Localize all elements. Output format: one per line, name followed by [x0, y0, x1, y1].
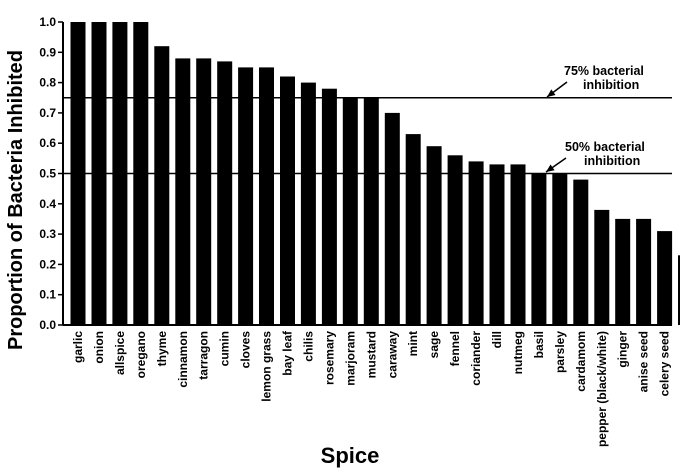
bar-ginger: [615, 218, 631, 325]
bar-tarragon: [196, 58, 212, 326]
x-tick-label: basil: [532, 331, 546, 358]
x-tick-label: bay leaf: [281, 330, 295, 376]
bar-cumin: [217, 61, 233, 326]
x-tick-label: pepper (black/white): [595, 331, 609, 447]
x-tick-label: celery seed: [658, 331, 672, 396]
bar-sage: [426, 146, 442, 325]
annotation-line1: 50% bacterial: [565, 140, 645, 154]
bar-coriander: [468, 161, 484, 325]
y-tick-label: 0.8: [39, 76, 56, 90]
y-tick-label: 0.6: [39, 136, 56, 150]
x-tick-label: lemon grass: [260, 331, 274, 402]
x-tick-label: mustard: [364, 331, 378, 378]
y-axis-title: Proportion of Bacteria Inhibited: [5, 50, 27, 350]
x-tick-label: caraway: [385, 331, 399, 379]
y-tick-label: 0.2: [39, 257, 56, 271]
annotation-line2: inhibition: [584, 154, 640, 168]
x-tick-label: rosemary: [322, 331, 336, 385]
x-tick-label: garlic: [71, 331, 85, 363]
x-tick-label: fennel: [448, 331, 462, 366]
annotation-line1: 75% bacterial: [564, 64, 644, 78]
y-ticks-group: 0.0 0.1 0.2 0.3 0.4 0.5 0.6 0.7 0.8 0.9 1.0: [39, 15, 63, 332]
y-tick-label: 0.0: [39, 318, 56, 332]
bar-fennel: [447, 155, 463, 325]
x-tick-label: cloves: [239, 331, 253, 369]
annotation-arrowhead: [547, 89, 556, 97]
x-tick-label: cardamom: [574, 331, 588, 392]
y-tick-label: 0.9: [39, 45, 56, 59]
annotation-arrowhead: [546, 164, 555, 172]
x-tick-label: dill: [490, 331, 504, 348]
x-tick-label: allspice: [113, 331, 127, 375]
x-tick-label: oregano: [134, 331, 148, 378]
bar-pepper-black-white-: [594, 209, 610, 325]
x-tick-label: onion: [92, 331, 106, 364]
x-axis-title: Spice: [321, 443, 380, 468]
y-tick-label: 1.0: [39, 15, 56, 29]
x-tick-label: ginger: [616, 331, 630, 368]
bar-nutmeg: [510, 164, 526, 325]
y-tick-label: 0.3: [39, 227, 56, 241]
x-tick-label: chilis: [301, 331, 315, 362]
x-labels-group: garlic onion allspice oregano thyme cinnamon t…: [71, 330, 680, 447]
bar-dill: [489, 164, 505, 325]
x-tick-label: parsley: [553, 331, 567, 373]
bar-parsley: [552, 173, 568, 325]
bar-lemon-lime: [678, 255, 680, 325]
x-tick-label: marjoram: [343, 331, 357, 386]
y-tick-label: 0.7: [39, 106, 56, 120]
x-tick-label: cinnamon: [176, 331, 190, 388]
x-tick-label: mint: [406, 331, 420, 356]
y-tick-label: 0.4: [39, 197, 56, 211]
bar-mustard: [363, 97, 379, 326]
bar-cloves: [238, 67, 254, 326]
bar-chilis: [300, 82, 316, 325]
bar-anise-seed: [636, 218, 652, 325]
x-tick-label: lemon/lime: [679, 331, 680, 394]
bar-lemon-grass: [259, 67, 274, 326]
bar-basil: [531, 173, 547, 325]
y-tick-label: 0.5: [39, 167, 56, 181]
bar-bay-leaf: [280, 76, 295, 325]
x-tick-label: cumin: [218, 331, 232, 366]
x-tick-label: sage: [427, 331, 441, 359]
x-tick-label: thyme: [155, 331, 169, 367]
bar-mint: [405, 134, 421, 325]
bar-marjoram: [342, 97, 358, 326]
bar-caraway: [384, 112, 400, 326]
x-tick-label: coriander: [469, 331, 483, 386]
bar-rosemary: [321, 88, 337, 325]
bar-cardamom: [573, 179, 589, 325]
x-tick-label: anise seed: [637, 331, 651, 392]
y-tick-label: 0.1: [39, 288, 56, 302]
bar-thyme: [154, 46, 170, 325]
x-tick-label: tarragon: [197, 331, 211, 380]
annotation-line2: inhibition: [583, 78, 639, 92]
x-tick-label: nutmeg: [511, 331, 525, 374]
bar-celery-seed: [657, 231, 673, 325]
bar-cinnamon: [175, 58, 191, 326]
